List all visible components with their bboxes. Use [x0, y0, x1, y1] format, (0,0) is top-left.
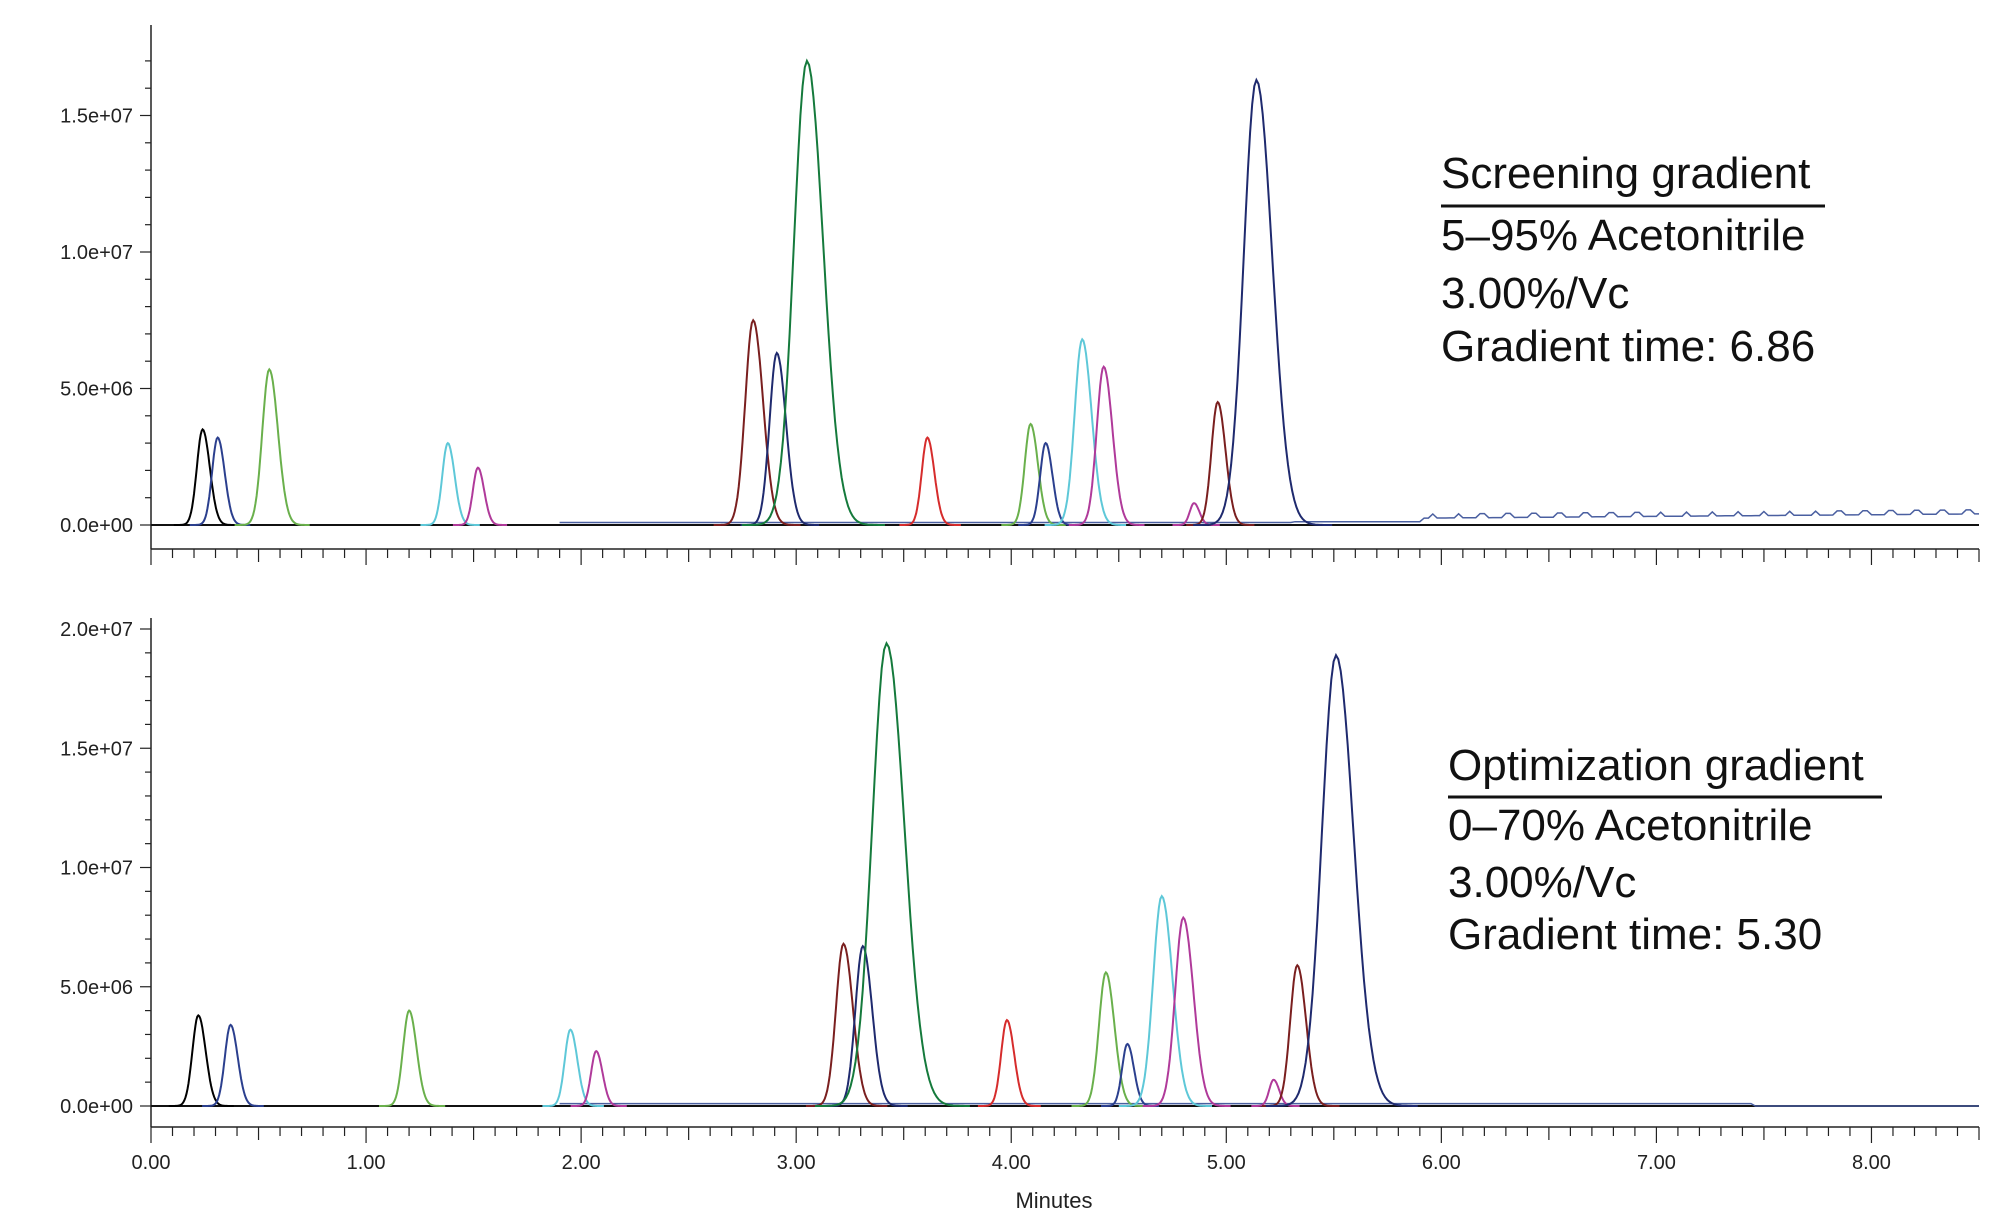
top-peak [713, 318, 801, 526]
top-peak [1018, 441, 1079, 526]
x-tick-label: 3.00 [777, 1152, 816, 1174]
chromatogram-top-panel: 0.0e+00 5.0e+06 1.0e+07 1.5e+07 Screening g… [60, 25, 1980, 565]
top-peak [1172, 502, 1220, 526]
bot-peak [815, 640, 970, 1107]
x-tick-label: 6.00 [1422, 1152, 1461, 1174]
bot-peak [1118, 894, 1212, 1107]
x-tick-label: 1.00 [347, 1152, 386, 1174]
bot-peak [542, 1028, 604, 1107]
x-tick-label: 2.00 [562, 1152, 601, 1174]
top-y-tick-label: 0.0e+00 [60, 515, 133, 537]
bot-peak [1251, 1078, 1300, 1107]
top-axes: 0.0e+00 5.0e+06 1.0e+07 1.5e+07 [60, 25, 1980, 565]
x-tick-label: 8.00 [1852, 1152, 1891, 1174]
bottom-annotation-line-2: 3.00%/Vc [1448, 858, 1636, 907]
x-tick-label: 4.00 [992, 1152, 1031, 1174]
top-y-tick-label: 5.0e+06 [60, 379, 133, 401]
top-background-trace [559, 509, 1979, 524]
top-peak [234, 367, 310, 526]
x-axis-title: Minutes [1015, 1188, 1092, 1213]
bot-peak [825, 944, 908, 1107]
bottom-peaks [168, 640, 1979, 1107]
top-peak [899, 436, 961, 526]
top-annotation-title: Screening gradient [1441, 149, 1810, 198]
top-peak [452, 466, 508, 526]
bottom-annotation-title: Optimization gradient [1448, 741, 1864, 790]
top-peak [1193, 77, 1333, 526]
top-y-tick-label: 1.5e+07 [60, 106, 133, 128]
top-peaks [173, 58, 1979, 526]
chromatogram-bottom-panel: 0.0e+00 5.0e+06 1.0e+07 1.5e+07 2.0e+07 0.00 1… [60, 618, 1980, 1213]
top-peak [1044, 337, 1127, 526]
bot-peak [1101, 1042, 1159, 1107]
bottom-annotation: Optimization gradient 0–70% Acetonitrile… [1448, 741, 1882, 959]
bot-peak [805, 942, 888, 1107]
bot-peak [202, 1023, 264, 1107]
bot-peak [1142, 915, 1231, 1107]
top-annotation-line-1: 5–95% Acetonitrile [1441, 211, 1805, 260]
top-annotation: Screening gradient 5–95% Acetonitrile 3.… [1441, 149, 1825, 371]
bot-peak [977, 1018, 1041, 1107]
top-peak [741, 58, 885, 526]
top-y-tick-label: 1.0e+07 [60, 242, 133, 264]
top-peak [1001, 422, 1066, 526]
x-tick-label: 5.00 [1207, 1152, 1246, 1174]
bot-y-tick-label: 1.5e+07 [60, 738, 133, 760]
top-peak [420, 441, 480, 526]
top-peak [740, 351, 820, 526]
top-annotation-line-2: 3.00%/Vc [1441, 269, 1629, 318]
bot-y-tick-label: 0.0e+00 [60, 1096, 133, 1118]
bot-y-tick-label: 1.0e+07 [60, 858, 133, 880]
bot-peak [379, 1009, 446, 1107]
bot-peak [1265, 652, 1418, 1107]
bot-peak [1071, 970, 1146, 1107]
bottom-axes: 0.0e+00 5.0e+06 1.0e+07 1.5e+07 2.0e+07 0.00 1… [60, 618, 1980, 1174]
bot-background-trace [559, 1102, 1979, 1107]
bot-y-tick-label: 5.0e+06 [60, 977, 133, 999]
top-peak [1068, 364, 1145, 526]
top-annotation-line-3: Gradient time: 6.86 [1441, 322, 1815, 371]
top-peak [173, 427, 237, 526]
bot-peak [168, 1014, 234, 1107]
bot-y-tick-label: 2.0e+07 [60, 619, 133, 641]
x-tick-label: 7.00 [1637, 1152, 1676, 1174]
bottom-annotation-line-1: 0–70% Acetonitrile [1448, 801, 1812, 850]
bot-peak [570, 1049, 627, 1107]
x-tick-label: 0.00 [132, 1152, 171, 1174]
bottom-annotation-line-3: Gradient time: 5.30 [1448, 910, 1822, 959]
